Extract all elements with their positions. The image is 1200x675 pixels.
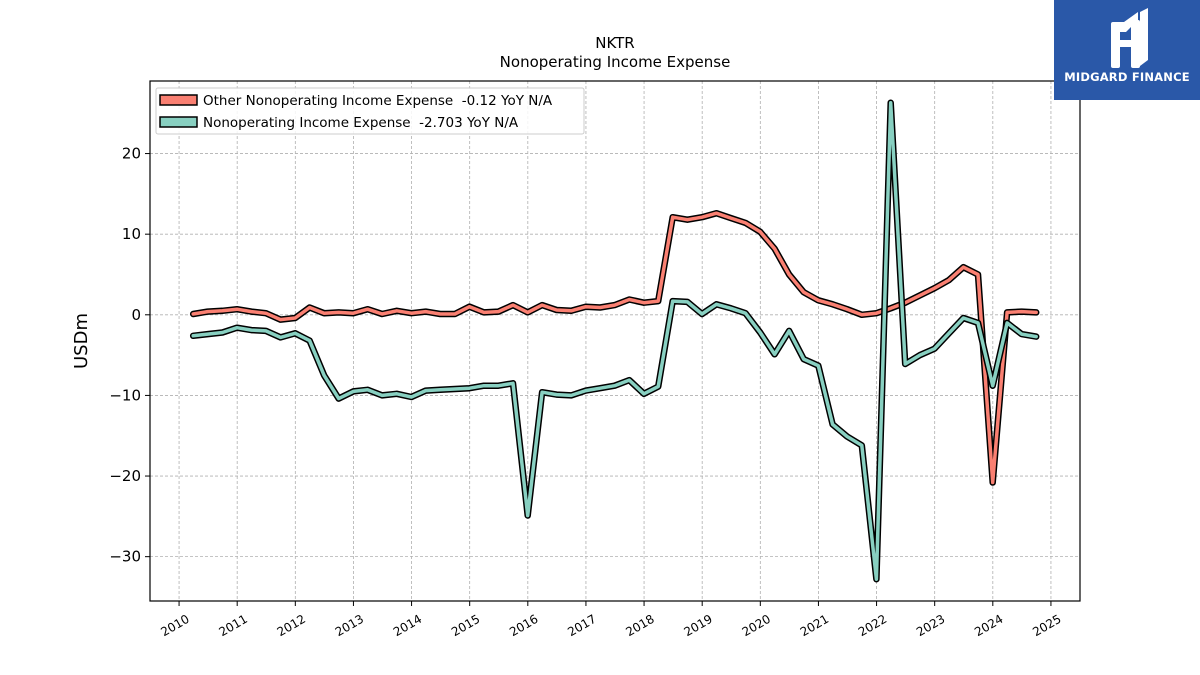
series-line-0 <box>191 211 1038 485</box>
brand-logo: MIDGARD FINANCE <box>1054 0 1200 100</box>
chart-title: NKTR <box>595 34 634 52</box>
x-tick-label: 2019 <box>681 612 714 639</box>
logo-text: MIDGARD FINANCE <box>1064 70 1190 84</box>
x-tick-label: 2018 <box>623 612 656 639</box>
x-tick-label: 2014 <box>391 612 424 639</box>
legend-label-other-nonoperating: Other Nonoperating Income Expense -0.12 … <box>203 93 553 109</box>
series-outline-1 <box>189 99 1040 583</box>
x-tick-label: 2013 <box>333 612 366 639</box>
x-tick-label: 2020 <box>740 612 773 639</box>
x-tick-label: 2012 <box>275 612 308 639</box>
x-tick-label: 2015 <box>449 612 482 639</box>
y-tick-label: −30 <box>109 548 141 566</box>
y-tick-label: 0 <box>131 306 141 324</box>
x-tick-label: 2024 <box>972 612 1005 639</box>
plot-area <box>149 80 1081 602</box>
y-tick-label: 10 <box>122 225 141 243</box>
x-tick-label: 2023 <box>914 612 947 639</box>
legend-swatch-other-nonoperating <box>159 94 198 106</box>
x-tick-label: 2010 <box>158 612 191 639</box>
series-outline-0 <box>189 209 1040 486</box>
midgard-logo-icon <box>1111 8 1148 68</box>
y-tick-label: −20 <box>109 467 141 485</box>
legend-label-nonoperating: Nonoperating Income Expense -2.703 YoY N… <box>203 115 519 131</box>
legend-box <box>155 87 585 135</box>
chart-subtitle: Nonoperating Income Expense <box>500 53 731 71</box>
y-tick-label: −10 <box>109 386 141 404</box>
y-tick-label: 20 <box>122 145 141 163</box>
y-axis-label: USDm <box>71 313 92 369</box>
x-tick-label: 2022 <box>856 612 889 639</box>
x-tick-label: 2017 <box>565 612 598 639</box>
legend-swatch-nonoperating <box>159 116 198 128</box>
series-line-1 <box>191 101 1038 581</box>
legend: Other Nonoperating Income Expense -0.12 … <box>155 87 585 135</box>
x-tick-label: 2021 <box>798 612 831 639</box>
series-lines <box>189 99 1040 583</box>
x-tick-label: 2011 <box>216 612 249 639</box>
x-tick-label: 2016 <box>507 612 540 639</box>
x-tick-label: 2025 <box>1030 612 1063 639</box>
